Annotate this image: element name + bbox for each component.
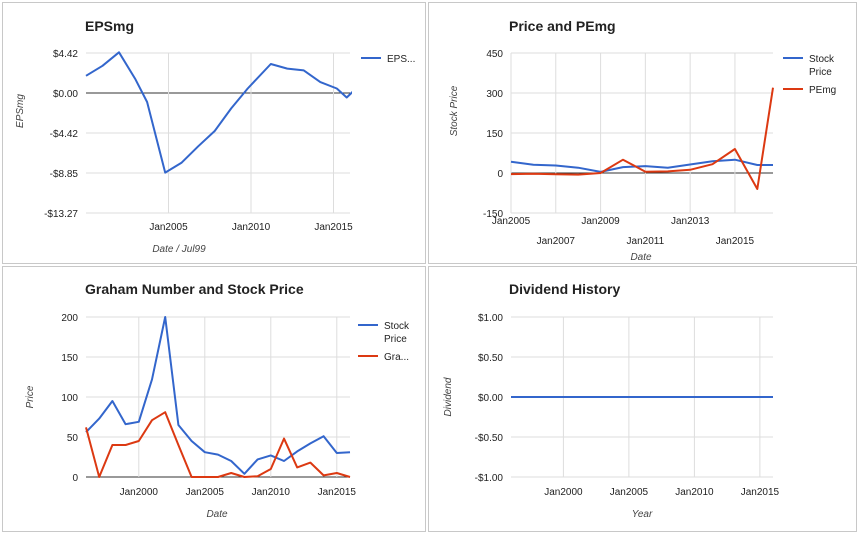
y-tick-label: -$8.85 [50,169,79,180]
chart-title: Graham Number and Stock Price [85,281,304,297]
legend-entry: PEmg [809,85,836,96]
x-tick-label: Jan2010 [252,487,291,498]
chart-title: Price and PEmg [509,18,616,34]
y-axis-label: EPSmg [15,94,26,128]
y-tick-label: -$4.42 [50,129,79,140]
legend-entry: Gra... [384,352,409,363]
y-tick-label: -150 [483,209,503,220]
y-tick-label: 0 [497,169,503,180]
chart-title: Dividend History [509,281,620,297]
legend-entry: Stock Price [384,321,412,345]
x-tick-label: Jan2000 [120,487,159,498]
x-axis-label: Date [206,509,228,520]
y-tick-label: $1.00 [478,313,503,324]
x-tick-label: Jan2015 [314,222,353,233]
x-axis-label: Date / Jul99 [152,244,206,255]
x-tick-label: Jan2009 [581,216,620,227]
legend-entry: Stock Price [809,54,837,78]
y-tick-label: -$13.27 [44,209,78,220]
x-tick-label: Jan2005 [149,222,188,233]
eps-panel: EPSmg $4.42 $0.00 -$4.42 -$8.85 -$13.27 Jan200… [2,2,426,264]
x-axis-label: Date [630,252,652,263]
series-line-primary [85,316,351,475]
y-tick-label: $0.00 [478,393,503,404]
dividend-panel: Dividend History $1.00 $0.50 $0.00 -$0.50 -$1… [428,266,857,532]
x-tick-label: Jan2011 [627,236,665,247]
x-tick-label: Jan2005 [492,216,531,227]
y-tick-label: 300 [486,89,503,100]
y-tick-label: -$0.50 [475,433,504,444]
x-axis-label: Year [632,509,653,520]
y-tick-label: -$1.00 [475,473,504,484]
dividend-chart: Dividend History $1.00 $0.50 $0.00 -$0.50 -$1… [443,281,780,520]
x-tick-label: Jan2015 [716,236,755,247]
y-tick-label: 50 [67,433,79,444]
y-tick-label: 0 [72,473,78,484]
y-tick-label: 200 [61,313,78,324]
x-tick-label: Jan2015 [741,487,780,498]
y-tick-label: $0.00 [53,89,78,100]
y-axis-label: Price [25,385,36,408]
eps-chart: EPSmg $4.42 $0.00 -$4.42 -$8.85 -$13.27 Jan200… [15,18,415,255]
series-line-primary [85,51,352,174]
chart-title: EPSmg [85,18,134,34]
series-line-primary [510,158,773,173]
x-tick-label: Jan2010 [675,487,714,498]
y-axis-label: Stock Price [449,85,460,136]
graham-chart: Graham Number and Stock Price 200 150 100 50… [25,281,412,520]
x-tick-label: Jan2007 [537,236,576,247]
x-tick-label: Jan2010 [232,222,271,233]
series-line-secondary [510,87,774,190]
y-tick-label: 150 [61,353,78,364]
series-line-secondary [85,411,351,478]
y-tick-label: 150 [486,129,503,140]
x-tick-label: Jan2005 [610,487,649,498]
x-tick-label: Jan2015 [318,487,357,498]
price-pe-panel: Price and PEmg 450 300 150 0 -150 Jan2005 Jan20… [428,2,857,264]
y-tick-label: $4.42 [53,49,78,60]
x-tick-label: Jan2013 [671,216,710,227]
y-tick-label: $0.50 [478,353,503,364]
x-tick-label: Jan2005 [186,487,225,498]
legend-entry: EPS... [387,54,415,65]
x-tick-label: Jan2000 [544,487,583,498]
y-tick-label: 450 [486,49,503,60]
y-tick-label: 100 [61,393,78,404]
graham-panel: Graham Number and Stock Price 200 150 100 50… [2,266,426,532]
y-axis-label: Dividend [443,377,454,416]
